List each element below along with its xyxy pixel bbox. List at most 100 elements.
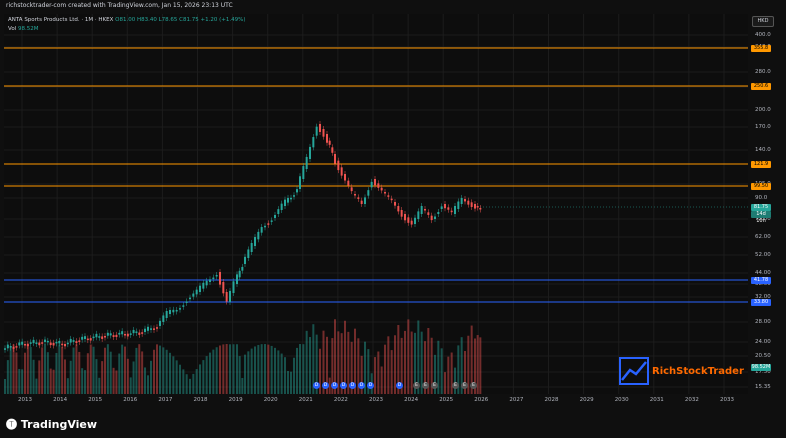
volume-bar xyxy=(209,352,211,394)
earnings-event-icon[interactable]: E xyxy=(422,382,429,389)
candle-body xyxy=(457,201,460,209)
volume-bar xyxy=(476,335,479,394)
earnings-event-icon[interactable]: E xyxy=(431,382,438,389)
candle-body xyxy=(147,326,149,331)
volume-bar xyxy=(331,338,334,394)
currency-badge[interactable]: HKD xyxy=(752,16,774,27)
volume-bar xyxy=(290,371,292,394)
volume-bar xyxy=(58,344,61,394)
volume-bar xyxy=(460,337,463,394)
price-tick: 20.50 xyxy=(755,353,771,359)
candle-body xyxy=(9,346,12,348)
volume-bar xyxy=(84,370,86,394)
volume-bar xyxy=(277,350,280,394)
dividend-event-icon[interactable]: D xyxy=(358,382,365,389)
volume-bar xyxy=(24,352,26,394)
candle-body xyxy=(229,290,231,302)
price-axis[interactable]: 400.0340.0280.0240.0200.0170.0140.0105.0… xyxy=(748,14,786,394)
candle-body xyxy=(15,346,18,348)
volume-bar xyxy=(302,344,305,394)
volume-bar xyxy=(270,345,273,394)
earnings-event-icon[interactable]: E xyxy=(413,382,420,389)
candle-body xyxy=(199,285,201,292)
legend-volume-label: Vol xyxy=(8,26,17,32)
volume-bar xyxy=(236,344,238,394)
candle-body xyxy=(219,272,221,285)
volume-bar xyxy=(46,352,49,394)
volume-bar xyxy=(254,346,256,394)
volume-bar xyxy=(360,355,363,394)
candle-body xyxy=(35,342,38,345)
earnings-event-icon[interactable]: E xyxy=(470,382,477,389)
volume-bar xyxy=(280,353,283,394)
candle-body xyxy=(427,212,430,215)
volume-bar xyxy=(172,356,175,394)
volume-bar xyxy=(129,377,132,394)
volume-bar xyxy=(322,330,325,394)
candle-body xyxy=(410,220,413,225)
volume-bar xyxy=(75,344,78,394)
candle-body xyxy=(302,166,305,179)
earnings-event-icon[interactable]: E xyxy=(461,382,468,389)
time-axis[interactable]: 2013 2014 2015 2016 2017 2018 2019 2020 2021 2022… xyxy=(4,394,748,408)
candle-body xyxy=(126,333,129,337)
volume-bar xyxy=(417,320,420,394)
price-chart[interactable] xyxy=(4,14,748,394)
earnings-event-icon[interactable]: E xyxy=(452,382,459,389)
candle-body xyxy=(86,338,89,341)
candle-body xyxy=(404,214,406,221)
candle-body xyxy=(296,189,298,193)
tradingview-text: TradingView xyxy=(20,418,98,431)
candle-body xyxy=(326,134,328,143)
volume-bar xyxy=(26,344,29,394)
dividend-event-icon[interactable]: D xyxy=(322,382,329,389)
volume-bar xyxy=(144,367,146,394)
dividend-event-icon[interactable]: D xyxy=(367,382,374,389)
candle-body xyxy=(299,176,301,189)
candle-body xyxy=(6,344,9,349)
volume-bar xyxy=(244,354,246,394)
volume-bar xyxy=(222,344,225,394)
candle-body xyxy=(450,210,453,213)
candle-body xyxy=(334,154,336,164)
candle-body xyxy=(367,190,370,196)
candle-body xyxy=(354,194,356,196)
volume-bar xyxy=(424,341,426,394)
candle-body xyxy=(467,200,470,205)
candle-body xyxy=(319,124,321,132)
candle-body xyxy=(290,197,292,200)
candle-body xyxy=(195,289,198,295)
volume-bar xyxy=(454,367,456,394)
chart-pane[interactable] xyxy=(4,14,748,394)
dividend-event-icon[interactable]: D xyxy=(340,382,347,389)
year-tick: 2018 xyxy=(193,397,208,403)
volume-bar xyxy=(141,351,144,394)
volume-bar xyxy=(410,331,413,394)
price-tick: 170.0 xyxy=(755,124,771,130)
volume-bar xyxy=(367,349,370,394)
volume-bar xyxy=(384,344,386,394)
volume-bar xyxy=(156,344,158,394)
volume-bar xyxy=(135,347,138,394)
volume-bar xyxy=(126,358,129,394)
volume-bar xyxy=(153,349,155,394)
volume-bar xyxy=(284,357,286,394)
volume-bar xyxy=(219,345,221,394)
candle-body xyxy=(212,277,215,280)
footer: 🅣 TradingView xyxy=(0,410,786,438)
dividend-event-icon[interactable]: D xyxy=(313,382,320,389)
volume-bar xyxy=(165,349,168,394)
dividend-event-icon[interactable]: D xyxy=(349,382,356,389)
volume-bar xyxy=(101,361,104,394)
year-tick: 2020 xyxy=(263,397,278,403)
candle-body xyxy=(144,328,146,332)
volume-bar xyxy=(147,375,149,394)
volume-bar xyxy=(434,354,436,394)
dividend-event-icon[interactable]: D xyxy=(396,382,403,389)
volume-bar xyxy=(354,328,356,394)
level-label: 121.9 xyxy=(751,161,771,168)
volume-bar xyxy=(250,348,253,394)
volume-bar xyxy=(364,341,366,394)
candle-body xyxy=(84,336,86,339)
dividend-event-icon[interactable]: D xyxy=(331,382,338,389)
